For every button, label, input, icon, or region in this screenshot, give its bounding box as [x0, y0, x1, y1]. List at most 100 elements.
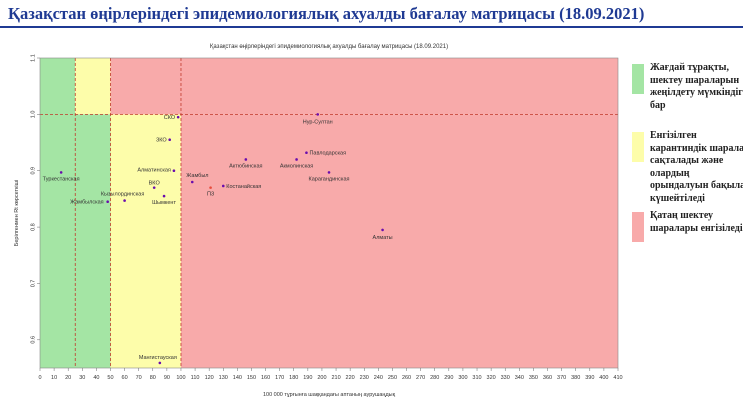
legend-label-red: Қатаң шектеу шаралары енгізіледі	[650, 210, 743, 234]
plot-frame	[39, 57, 619, 369]
data-label: Костанайская	[226, 183, 261, 190]
x-tick-label: 330	[501, 375, 510, 381]
x-tick-label: 280	[430, 375, 439, 381]
x-tick-label: 410	[613, 375, 622, 381]
y-tick-label: 1.1	[30, 54, 36, 62]
data-point	[59, 171, 63, 174]
x-tick-label: 170	[275, 375, 284, 381]
x-tick-label: 200	[317, 375, 326, 381]
x-tick-label: 180	[289, 375, 298, 381]
data-point	[152, 186, 156, 189]
x-tick-label: 30	[79, 375, 85, 381]
zone-3	[110, 114, 181, 368]
x-tick-label: 380	[571, 375, 580, 381]
zone-1	[75, 58, 111, 115]
data-label: Алматы	[373, 235, 393, 241]
x-tick-label: 340	[515, 375, 524, 381]
x-tick-label: 90	[164, 375, 170, 381]
data-label: Акмолинская	[280, 163, 313, 169]
x-tick-label: 20	[65, 375, 71, 381]
legend-item-green: Жағдай тұрақты, шектеу шараларын жеңілде…	[632, 62, 743, 112]
data-point	[327, 171, 331, 174]
x-tick-label: 290	[444, 375, 453, 381]
x-tick-label: 10	[51, 375, 57, 381]
x-tick-label: 110	[191, 375, 200, 381]
x-tick-label: 210	[331, 375, 340, 381]
data-label: Жамбылская	[70, 200, 104, 206]
x-tick-label: 60	[122, 375, 128, 381]
y-tick-label: 1.0	[30, 111, 36, 119]
x-tick-label: 40	[93, 375, 99, 381]
x-tick-label: 300	[458, 375, 467, 381]
x-tick-label: 140	[233, 375, 242, 381]
data-point	[106, 200, 109, 204]
x-tick-label: 160	[261, 375, 270, 381]
data-point	[172, 169, 176, 173]
x-tick-label: 120	[205, 375, 214, 381]
data-label: Карагандинская	[309, 176, 350, 182]
legend-swatch-green	[632, 64, 644, 94]
x-tick-label: 150	[247, 375, 256, 381]
data-point	[316, 113, 320, 116]
data-point	[190, 180, 194, 184]
data-point	[295, 158, 298, 161]
data-point	[381, 228, 384, 232]
x-tick-label: 320	[487, 375, 496, 381]
x-tick-label: 70	[136, 375, 142, 381]
data-point	[162, 194, 166, 198]
x-axis-label: 100 000 тұрғынға шаққандағы аптаның ауру…	[263, 392, 396, 398]
x-tick-label: 220	[346, 375, 355, 381]
data-label: ПЗ	[207, 192, 215, 198]
x-tick-label: 390	[585, 375, 594, 381]
x-tick-label: 250	[388, 375, 397, 381]
x-tick-label: 100	[176, 375, 185, 381]
x-tick-label: 240	[374, 375, 383, 381]
data-point	[176, 115, 180, 119]
data-label: Шымкент	[152, 200, 176, 206]
x-tick-label: 130	[219, 375, 228, 381]
legend-swatch-red	[632, 212, 644, 242]
legend-item-red: Қатаң шектеу шаралары енгізіледі	[632, 210, 743, 242]
zone-5	[180, 114, 618, 368]
data-label: Павлодарская	[309, 151, 346, 157]
x-tick-label: 360	[543, 375, 552, 381]
y-tick-label: 0.8	[30, 223, 36, 231]
data-label: Алматинская	[137, 168, 171, 174]
legend-label-green: Жағдай тұрақты, шектеу шараларын жеңілде…	[650, 62, 743, 111]
page-title: Қазақстан өңірлеріндегі эпидемиологиялық…	[8, 4, 645, 23]
x-tick-label: 370	[557, 375, 566, 381]
data-point	[209, 186, 212, 189]
x-tick-label: 310	[472, 375, 481, 381]
data-point	[123, 199, 126, 202]
data-label: ВКО	[149, 181, 161, 187]
data-point	[305, 151, 308, 154]
y-tick-label: 0.6	[30, 336, 36, 344]
x-tick-label: 0	[38, 375, 41, 381]
x-tick-label: 230	[360, 375, 369, 381]
data-point	[168, 138, 171, 142]
data-label: СКО	[164, 115, 176, 121]
x-tick-label: 190	[303, 375, 312, 381]
legend-swatch-yellow	[632, 132, 644, 162]
data-label: Мангистауская	[139, 355, 177, 361]
data-label: Жамбыл	[186, 173, 208, 179]
x-tick-label: 350	[529, 375, 538, 381]
legend-label-yellow: Енгізілген карантиндік шаралар сақталады…	[650, 130, 743, 204]
x-tick-label: 50	[107, 375, 113, 381]
zone-4	[110, 58, 619, 115]
data-point	[221, 184, 225, 188]
x-tick-label: 80	[150, 375, 156, 381]
data-point	[244, 158, 248, 161]
x-tick-label: 270	[416, 375, 425, 381]
data-label: Нур-Султан	[303, 119, 333, 125]
title-divider	[0, 26, 743, 28]
y-tick-label: 0.9	[30, 167, 36, 175]
x-tick-label: 400	[599, 375, 608, 381]
y-tick-label: 0.7	[30, 280, 36, 288]
data-label: Актюбинская	[229, 163, 262, 169]
data-label: Кызылординская	[101, 192, 145, 198]
legend-item-yellow: Енгізілген карантиндік шаралар сақталады…	[632, 130, 743, 205]
y-axis-label: Берілгенмен Rt көрсеткіші	[14, 180, 20, 247]
x-tick-label: 260	[402, 375, 411, 381]
